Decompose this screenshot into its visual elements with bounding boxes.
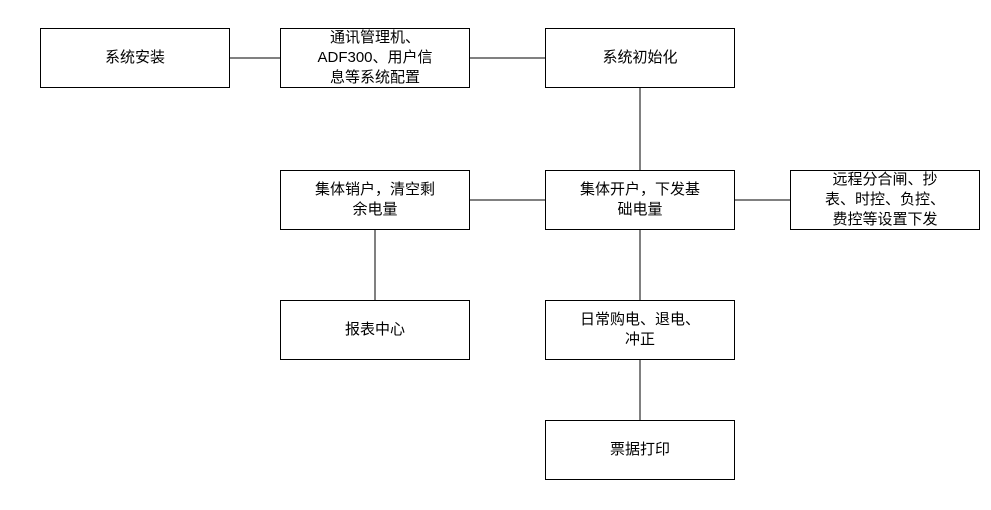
node-label: 票据打印	[610, 440, 670, 460]
node-remote-ctrl: 远程分合闸、抄 表、时控、负控、 费控等设置下发	[790, 170, 980, 230]
flowchart-canvas: 系统安装 通讯管理机、 ADF300、用户信 息等系统配置 系统初始化 集体销户…	[0, 0, 991, 510]
node-label: 报表中心	[345, 320, 405, 340]
node-label: 通讯管理机、 ADF300、用户信 息等系统配置	[317, 28, 432, 89]
node-report-center: 报表中心	[280, 300, 470, 360]
node-label: 系统安装	[105, 48, 165, 68]
node-print: 票据打印	[545, 420, 735, 480]
node-label: 集体销户，清空剩 余电量	[315, 180, 435, 221]
node-label: 集体开户，下发基 础电量	[580, 180, 700, 221]
node-label: 系统初始化	[602, 48, 677, 68]
node-close-acct: 集体销户，清空剩 余电量	[280, 170, 470, 230]
node-open-acct: 集体开户，下发基 础电量	[545, 170, 735, 230]
node-daily-ops: 日常购电、退电、 冲正	[545, 300, 735, 360]
node-init: 系统初始化	[545, 28, 735, 88]
node-label: 日常购电、退电、 冲正	[580, 310, 700, 351]
node-install: 系统安装	[40, 28, 230, 88]
node-config: 通讯管理机、 ADF300、用户信 息等系统配置	[280, 28, 470, 88]
node-label: 远程分合闸、抄 表、时控、负控、 费控等设置下发	[825, 170, 945, 231]
